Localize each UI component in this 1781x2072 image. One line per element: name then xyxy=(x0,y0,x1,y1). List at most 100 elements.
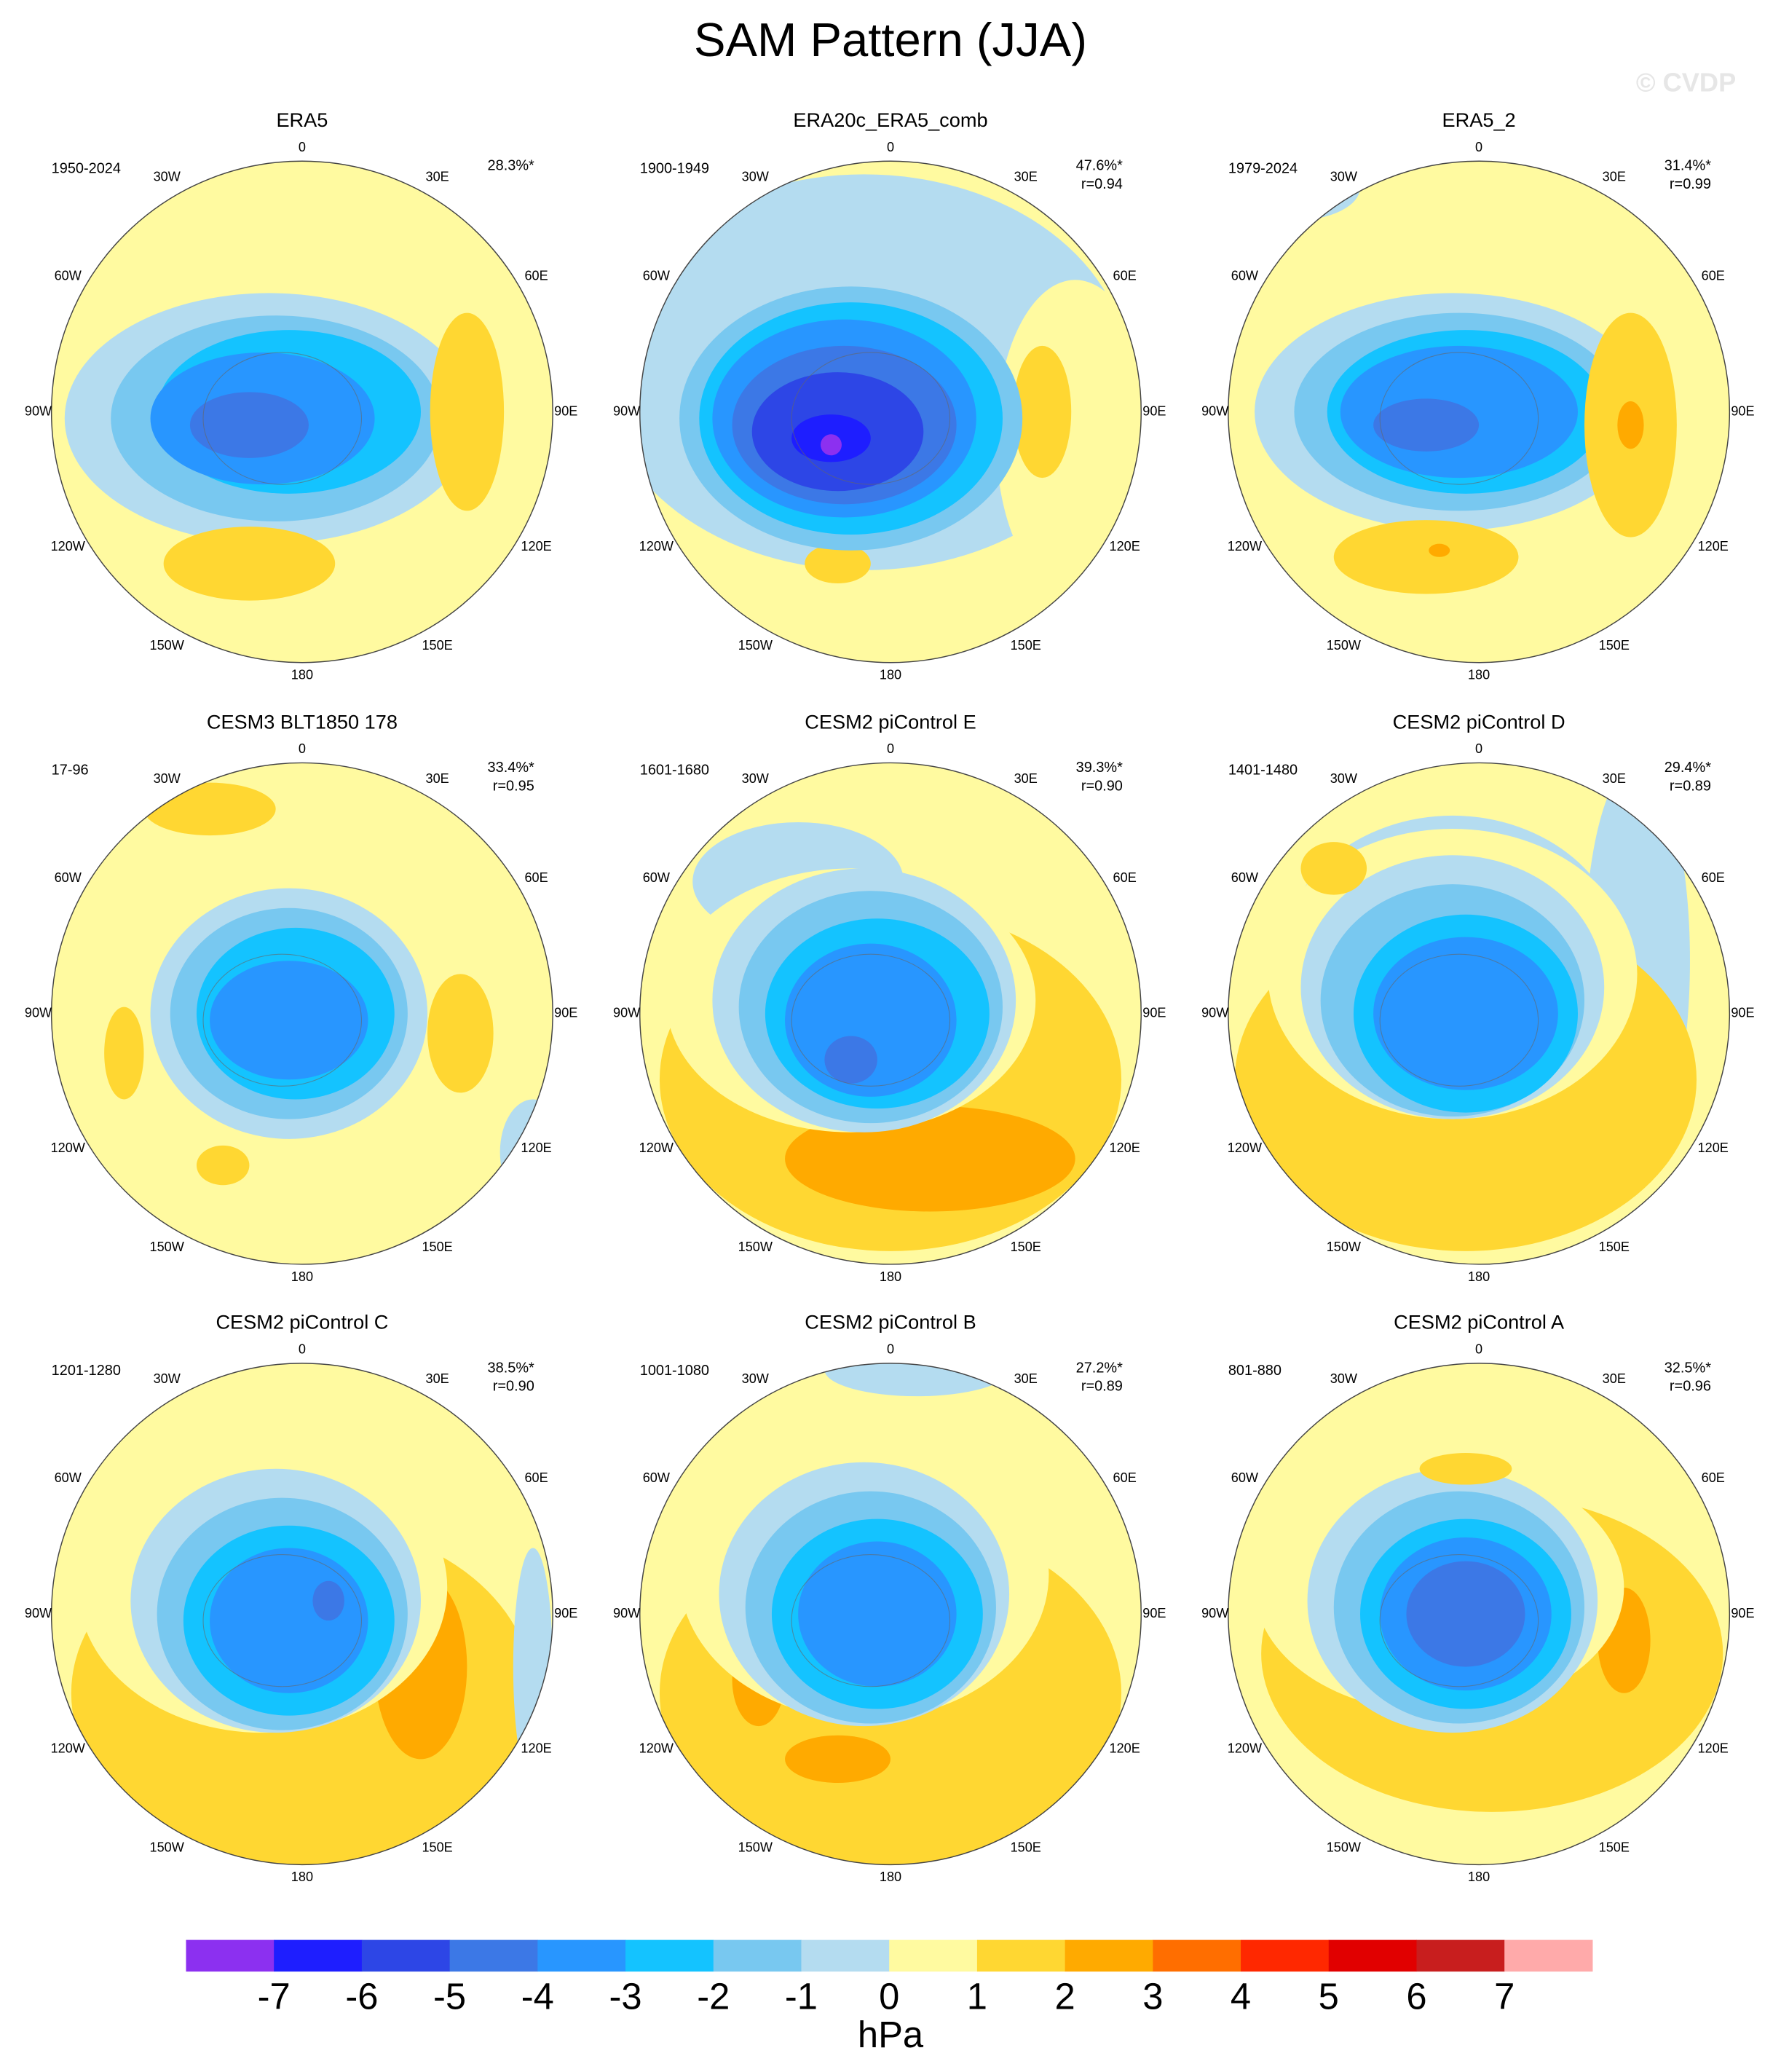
map-border xyxy=(639,1363,1142,1866)
longitude-label: 90E xyxy=(554,403,577,418)
longitude-label: 30E xyxy=(1014,170,1038,184)
longitude-label: 30W xyxy=(742,1371,770,1386)
panel-title: CESM2 piControl E xyxy=(805,710,976,733)
longitude-label: 120W xyxy=(51,539,86,554)
longitude-label: 90W xyxy=(25,403,52,418)
longitude-label: 30E xyxy=(426,1371,449,1386)
colorbar-box xyxy=(361,1939,451,1972)
longitude-label: 30W xyxy=(154,771,181,786)
longitude-label: 30W xyxy=(742,771,770,786)
longitude-label: 0 xyxy=(887,741,894,756)
colorbar-box xyxy=(713,1939,802,1972)
longitude-label: 150W xyxy=(738,638,773,653)
panel-correlation: r=0.89 xyxy=(1081,1379,1123,1395)
colorbar-box xyxy=(1504,1939,1593,1972)
contour-region xyxy=(1429,543,1450,557)
longitude-label: 120E xyxy=(1110,1741,1140,1756)
longitude-label: 0 xyxy=(1475,140,1482,154)
longitude-label: 150W xyxy=(150,1240,185,1254)
longitude-label: 30W xyxy=(1330,1371,1358,1386)
map-panel: CESM2 piControl C 1201-1280 38.5%* r=0.90 0 3… xyxy=(25,1311,577,1885)
colorbar-tick-label: 2 xyxy=(1055,1976,1075,2017)
contour-region xyxy=(1300,842,1367,895)
longitude-label: 30E xyxy=(1603,170,1626,184)
longitude-label: 90W xyxy=(613,1005,641,1020)
longitude-label: 150E xyxy=(1011,1840,1041,1855)
longitude-label: 90W xyxy=(613,1606,641,1620)
longitude-label: 0 xyxy=(1475,741,1482,756)
longitude-label: 120W xyxy=(639,539,674,554)
contour-region xyxy=(104,1007,144,1100)
longitude-label: 60W xyxy=(643,269,671,283)
panel-variance: 47.6%* xyxy=(1076,158,1123,174)
longitude-label: 0 xyxy=(299,140,306,154)
map-border xyxy=(639,762,1142,1265)
longitude-label: 60E xyxy=(524,1470,548,1485)
panel-title: CESM2 piControl A xyxy=(1394,1311,1565,1334)
longitude-label: 90W xyxy=(25,1606,52,1620)
map-panel: ERA20c_ERA5_comb 1900-1949 47.6%* r=0.94 0 30… xyxy=(613,109,1166,682)
panel-period: 17-96 xyxy=(52,763,89,779)
longitude-label: 30E xyxy=(1014,771,1038,786)
contour-field xyxy=(1228,1363,1730,1865)
longitude-label: 60W xyxy=(643,870,671,885)
contour-field xyxy=(1228,161,1730,663)
antarctica-outline xyxy=(202,953,362,1087)
panel-variance: 31.4%* xyxy=(1664,158,1711,174)
map-border xyxy=(50,1363,553,1866)
longitude-label: 90E xyxy=(1142,403,1166,418)
panel-variance: 32.5%* xyxy=(1664,1360,1711,1376)
colorbar-tick-label: -3 xyxy=(609,1976,641,2017)
colorbar-box xyxy=(801,1939,890,1972)
contour-region xyxy=(210,1548,368,1693)
contour-region xyxy=(210,961,368,1080)
longitude-label: 150E xyxy=(422,1840,452,1855)
panel-period: 1401-1480 xyxy=(1228,763,1298,779)
longitude-label: 90W xyxy=(613,403,641,418)
contour-region xyxy=(312,1580,344,1621)
longitude-label: 30E xyxy=(1014,1371,1038,1386)
panel-title: ERA5 xyxy=(276,109,328,131)
longitude-label: 60E xyxy=(1113,1470,1137,1485)
longitude-label: 90E xyxy=(554,1606,577,1620)
colorbar-tick-label: -2 xyxy=(697,1976,730,2017)
longitude-label: 30W xyxy=(154,1371,181,1386)
panel-period: 1201-1280 xyxy=(52,1363,121,1379)
longitude-label: 150W xyxy=(1327,1840,1362,1855)
longitude-label: 180 xyxy=(291,668,313,682)
longitude-label: 150E xyxy=(1599,1240,1630,1254)
longitude-label: 120W xyxy=(51,1141,86,1155)
longitude-label: 120W xyxy=(1228,1141,1263,1155)
panel-title: CESM2 piControl C xyxy=(216,1311,388,1334)
longitude-label: 150E xyxy=(422,1240,452,1254)
colorbar-box xyxy=(889,1939,978,1972)
colorbar-tick-label: 6 xyxy=(1406,1976,1426,2017)
contour-field xyxy=(639,161,1142,663)
longitude-label: 90W xyxy=(1201,1005,1229,1020)
colorbar-tick-label: 0 xyxy=(879,1976,899,2017)
longitude-label: 120E xyxy=(521,1141,551,1155)
panel-correlation: r=0.95 xyxy=(493,778,534,794)
contour-field xyxy=(639,1363,1142,1865)
colorbar-tick-label: -7 xyxy=(258,1976,291,2017)
longitude-label: 60E xyxy=(524,269,548,283)
longitude-label: 60W xyxy=(55,269,82,283)
longitude-label: 30W xyxy=(154,170,181,184)
panel-variance: 39.3%* xyxy=(1076,760,1123,776)
map-border xyxy=(1228,160,1731,663)
colorbar-box xyxy=(449,1939,538,1972)
contour-field xyxy=(51,1363,553,1865)
map-border xyxy=(639,160,1142,663)
colorbar-box xyxy=(1153,1939,1241,1972)
antarctica-outline xyxy=(791,352,951,485)
contour-region xyxy=(785,1106,1075,1212)
longitude-label: 60E xyxy=(1702,269,1725,283)
longitude-label: 90E xyxy=(554,1005,577,1020)
longitude-label: 90E xyxy=(1731,1606,1754,1620)
panel-correlation: r=0.90 xyxy=(493,1379,534,1395)
map-border xyxy=(1228,1363,1731,1866)
panel-correlation: r=0.96 xyxy=(1670,1379,1711,1395)
longitude-label: 30E xyxy=(426,170,449,184)
longitude-label: 90W xyxy=(25,1005,52,1020)
longitude-label: 120W xyxy=(1228,539,1263,554)
